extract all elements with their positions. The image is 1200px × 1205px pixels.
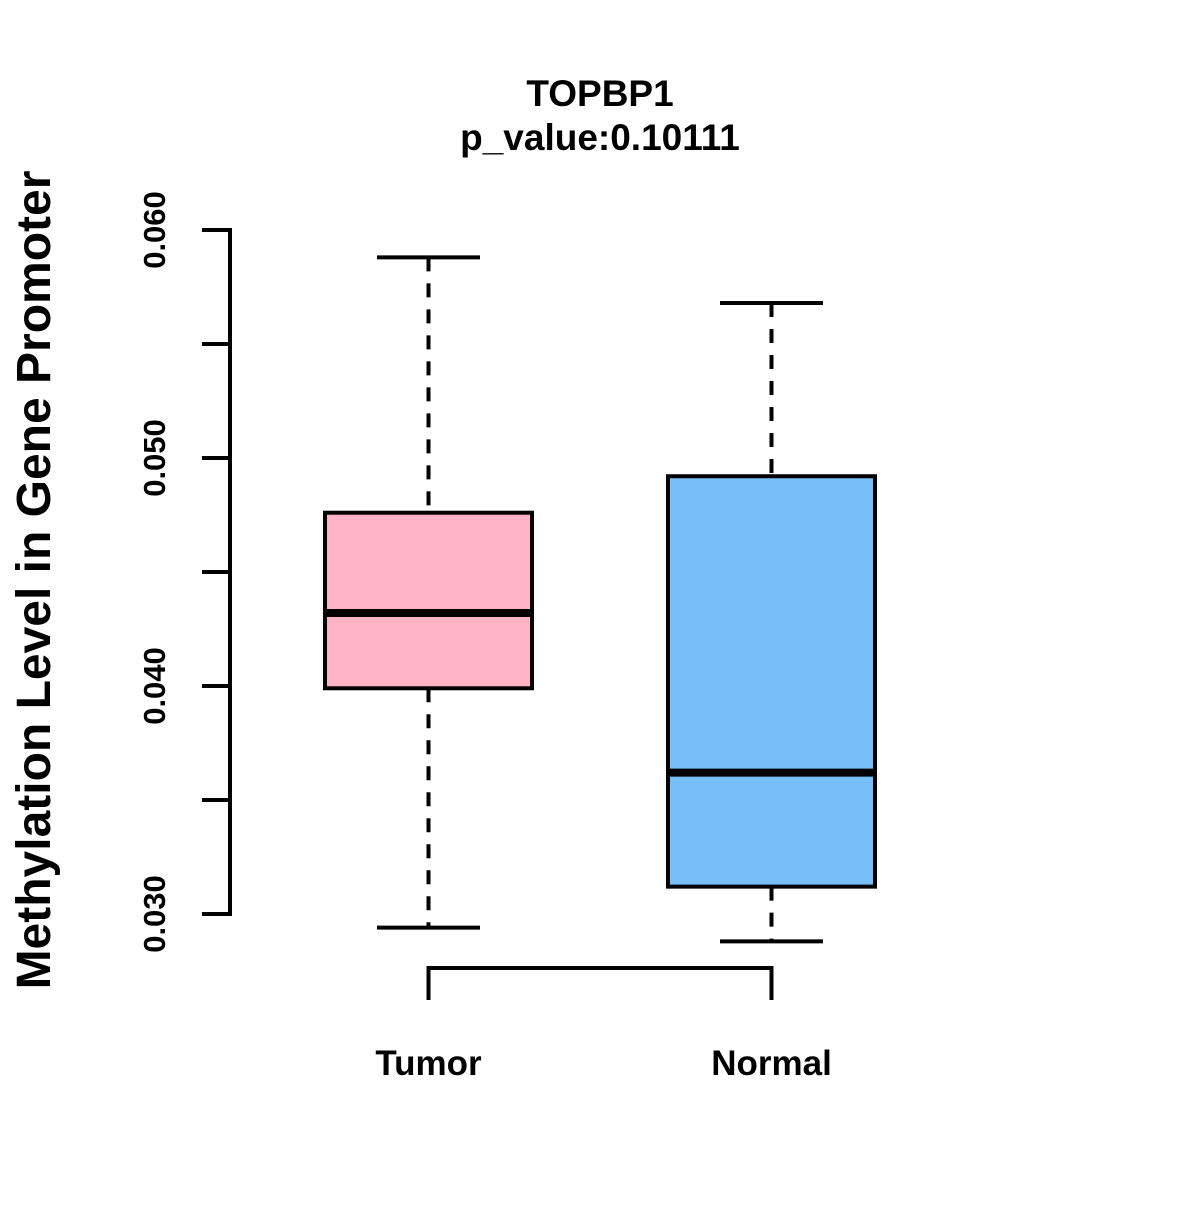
chart-subtitle: p_value:0.10111 — [460, 117, 740, 158]
box-tumor — [323, 255, 534, 930]
y-tick-label: 0.060 — [137, 191, 172, 269]
y-axis: 0.030 0.040 0.050 0.060 — [137, 191, 232, 953]
box-group — [323, 255, 877, 944]
y-axis-title: Methylation Level in Gene Promoter — [8, 171, 61, 990]
y-tick-label: 0.030 — [137, 875, 172, 953]
x-category-label: Tumor — [375, 1044, 482, 1083]
y-tick-label: 0.050 — [137, 419, 172, 497]
iqr-box — [323, 510, 534, 691]
iqr-box — [666, 474, 877, 889]
chart-title: TOPBP1 — [526, 73, 673, 114]
category-labels: Tumor Normal — [375, 1044, 831, 1083]
x-category-label: Normal — [711, 1044, 832, 1083]
box-normal — [666, 300, 877, 944]
y-tick-label: 0.040 — [137, 647, 172, 725]
x-axis-bracket — [426, 966, 774, 1000]
